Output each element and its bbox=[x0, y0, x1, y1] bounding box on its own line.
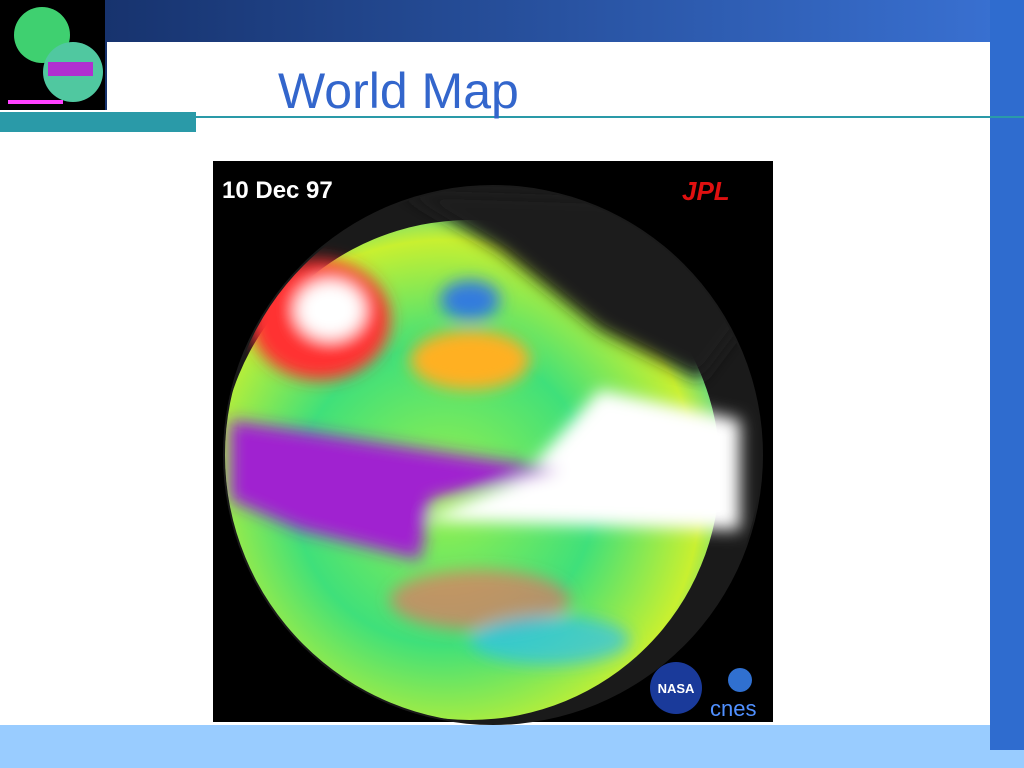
warm-patch bbox=[410, 330, 530, 390]
warm-patch bbox=[390, 570, 570, 630]
right-bar-end bbox=[990, 725, 1024, 750]
thumbnail-edge bbox=[105, 0, 107, 110]
sea-level-image: 10 Dec 97 JPL NASA cnes bbox=[213, 161, 773, 725]
logo-nasa-badge bbox=[650, 662, 702, 714]
logo-jpl: JPL bbox=[682, 176, 730, 206]
warm-band bbox=[420, 390, 740, 530]
cool-patch bbox=[470, 615, 630, 665]
warm-patch bbox=[295, 280, 365, 340]
logo-cnes-mark bbox=[728, 668, 752, 692]
thumbnail-band bbox=[48, 62, 93, 76]
top-band bbox=[105, 0, 1024, 42]
divider-line bbox=[196, 116, 1024, 118]
thumbnail-scale bbox=[8, 100, 63, 104]
cool-patch bbox=[440, 280, 500, 320]
logo-nasa: NASA bbox=[658, 681, 695, 696]
bottom-band bbox=[0, 725, 1024, 768]
image-date: 10 Dec 97 bbox=[222, 177, 333, 204]
cool-band bbox=[230, 420, 560, 560]
slide-title: World Map bbox=[278, 63, 519, 119]
accent-bar bbox=[0, 112, 196, 132]
logo-cnes: cnes bbox=[710, 696, 756, 721]
right-bar bbox=[990, 0, 1024, 750]
